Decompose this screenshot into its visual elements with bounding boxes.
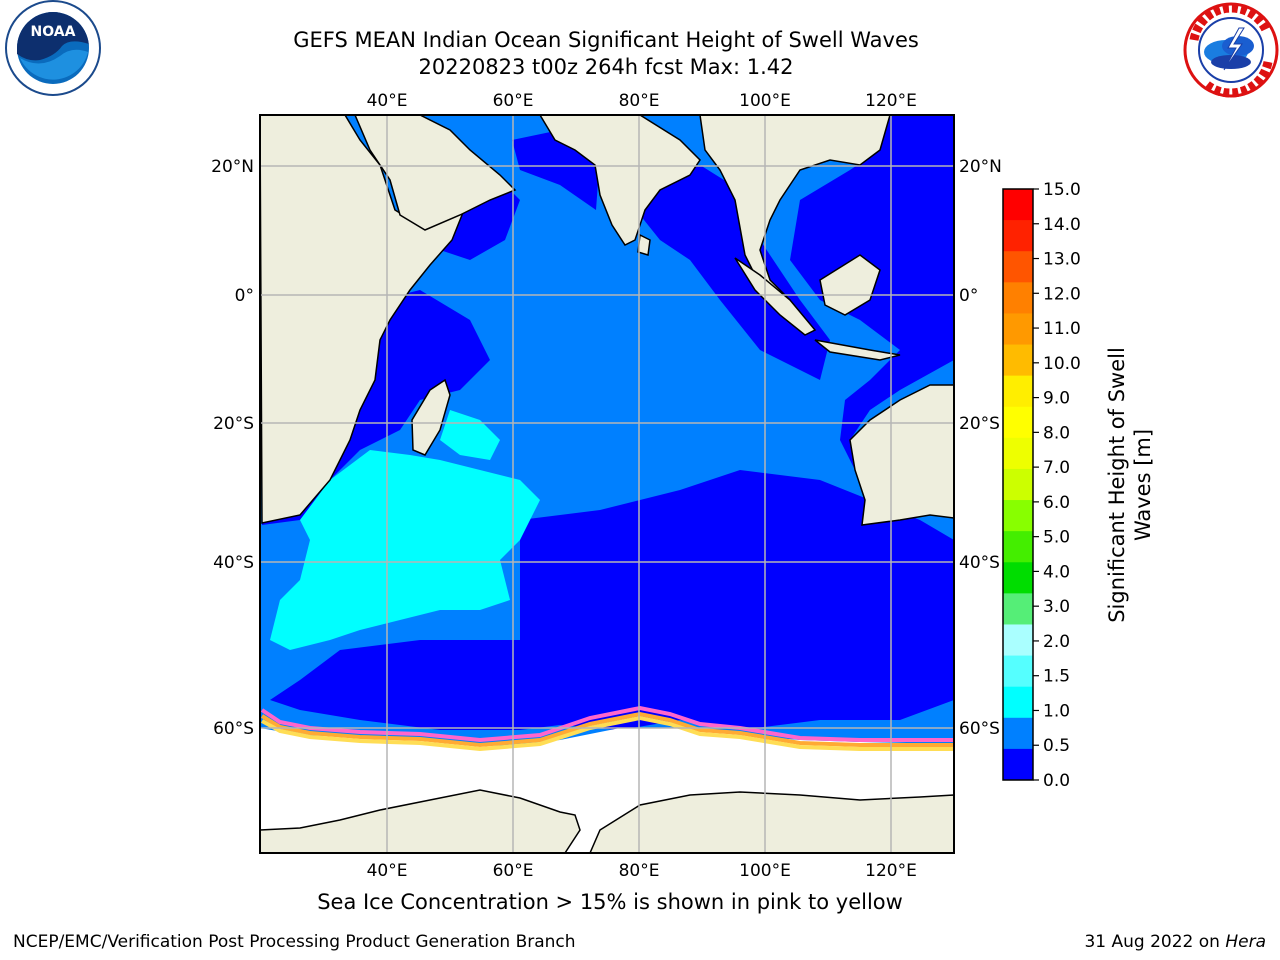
map-gridlines xyxy=(260,115,954,853)
sea-ice-note: Sea Ice Concentration > 15% is shown in … xyxy=(0,890,1280,914)
date-value: 31 Aug 2022 on xyxy=(1084,932,1226,952)
lat-label-left-0: 20°N xyxy=(211,157,254,177)
lat-label-left-1: 0° xyxy=(235,286,254,306)
lon-label-bottom-0: 40°E xyxy=(367,861,408,881)
lat-label-right-3: 40°S xyxy=(959,553,1000,573)
lon-label-bottom-4: 120°E xyxy=(865,861,917,881)
map-frame xyxy=(259,114,955,854)
sea-ice-edge xyxy=(260,705,954,752)
lon-labels-bottom: 40°E 60°E 80°E 100°E 120°E xyxy=(367,861,917,881)
noaa-logo-icon: NOAA xyxy=(5,0,101,96)
lon-label-top-3: 100°E xyxy=(739,91,791,111)
lon-label-bottom-1: 60°E xyxy=(493,861,534,881)
credit-text: NCEP/EMC/Verification Post Processing Pr… xyxy=(13,932,576,952)
lon-label-top-0: 40°E xyxy=(367,91,408,111)
lat-label-left-2: 20°S xyxy=(213,414,254,434)
lon-label-bottom-3: 100°E xyxy=(739,861,791,881)
date-text: 31 Aug 2022 on Hera xyxy=(1084,932,1266,952)
lat-labels-right: 20°N 0° 20°S 40°S 60°S xyxy=(959,157,1002,739)
lat-label-left-4: 60°S xyxy=(213,719,254,739)
lat-label-left-3: 40°S xyxy=(213,553,254,573)
lon-label-top-1: 60°E xyxy=(493,91,534,111)
low-swell-regions xyxy=(262,115,954,730)
noaa-logo-text: NOAA xyxy=(31,24,76,40)
lon-label-bottom-2: 80°E xyxy=(619,861,660,881)
lon-labels-top: 40°E 60°E 80°E 100°E 120°E xyxy=(367,91,917,111)
lon-label-top-2: 80°E xyxy=(619,91,660,111)
land-masses xyxy=(260,115,954,853)
lat-label-right-0: 20°N xyxy=(959,157,1002,177)
lat-labels-left: 20°N 0° 20°S 40°S 60°S xyxy=(211,157,254,739)
machine-name: Hera xyxy=(1225,932,1266,952)
lat-label-right-2: 20°S xyxy=(959,414,1000,434)
lat-label-right-4: 60°S xyxy=(959,719,1000,739)
lat-label-right-1: 0° xyxy=(959,286,978,306)
lon-label-top-4: 120°E xyxy=(865,91,917,111)
chart-subtitle: 20220823 t00z 264h fcst Max: 1.42 xyxy=(418,55,794,79)
sea-ice-note-text: Sea Ice Concentration > 15% is shown in … xyxy=(317,890,903,914)
national-weather-service-logo-icon xyxy=(1183,2,1279,98)
chart-title: GEFS MEAN Indian Ocean Significant Heigh… xyxy=(293,28,919,52)
